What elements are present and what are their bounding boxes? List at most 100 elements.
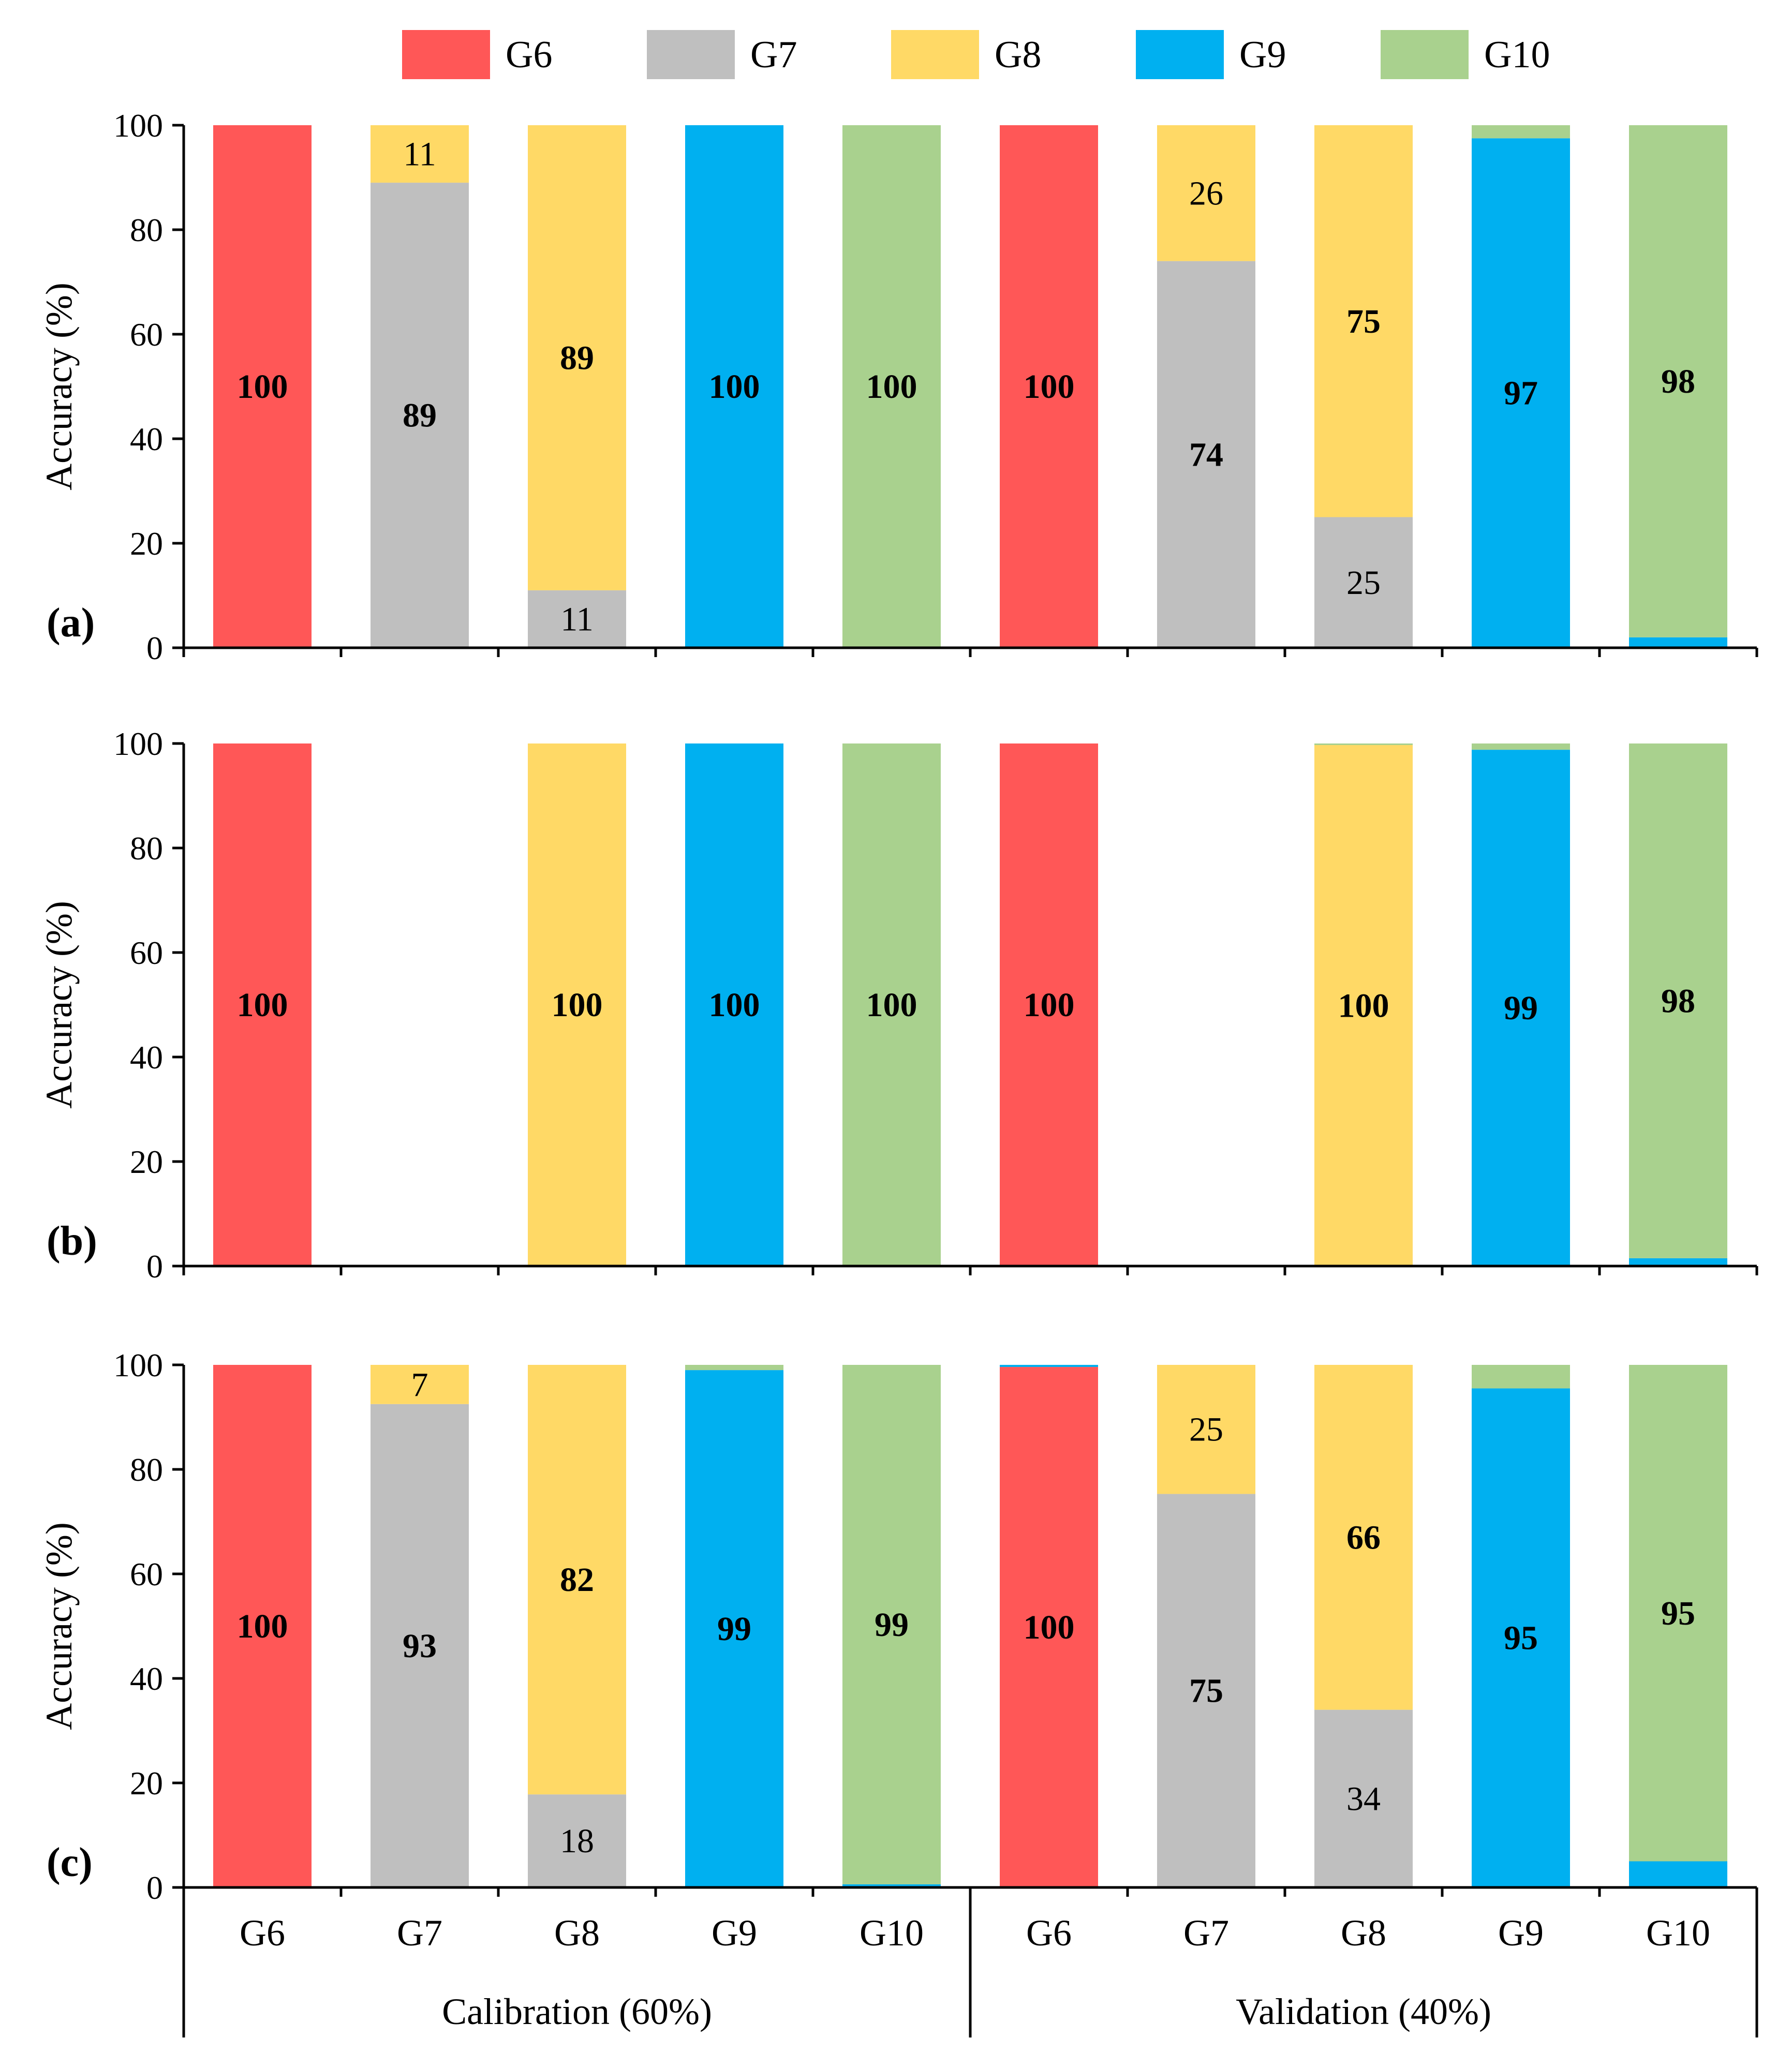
bar-segment-g10 <box>842 1365 941 1884</box>
bar-segment-g9 <box>1472 138 1570 648</box>
data-label-g8: 75 <box>1346 303 1381 340</box>
panel-b: 0 20 40 60 80 100 Accuracy (%) (b) 100 100 100 100 1… <box>38 725 1758 1285</box>
data-label-g10: 95 <box>1661 1595 1695 1632</box>
category-label-g10: G10 <box>860 1912 924 1954</box>
bar-segment-g7 <box>528 590 626 648</box>
y-tick-label: 40 <box>130 1039 163 1076</box>
data-label-g8: 100 <box>1338 987 1389 1025</box>
group-label-calibration-60: Calibration (60%) <box>442 1991 712 2032</box>
legend-label-g7: G7 <box>750 34 797 76</box>
data-label-g9: 99 <box>717 1610 751 1648</box>
category-label-g6: G6 <box>1026 1912 1072 1954</box>
data-label-g9: 99 <box>1504 989 1538 1027</box>
y-tick-label: 20 <box>130 1765 163 1802</box>
data-label-g8: 7 <box>411 1366 428 1404</box>
data-label-g6: 100 <box>237 986 288 1024</box>
y-tick-label: 100 <box>113 1347 163 1383</box>
y-tick-label: 60 <box>130 1556 163 1593</box>
legend-label-g10: G10 <box>1484 34 1550 76</box>
data-label-g9: 97 <box>1504 375 1538 412</box>
data-label-g10: 100 <box>866 368 917 406</box>
bar-segment-g9 <box>1472 1388 1570 1887</box>
data-label-g10: 98 <box>1661 363 1695 400</box>
y-tick-label: 100 <box>113 107 163 144</box>
y-tick-label: 0 <box>146 630 163 666</box>
bar-segment-g10 <box>842 125 941 648</box>
bar-segment-g8 <box>371 125 469 183</box>
y-tick-label: 80 <box>130 1451 163 1488</box>
data-label-g8: 11 <box>403 136 436 173</box>
bar-segment-g8 <box>1314 1365 1413 1710</box>
legend-label-g8: G8 <box>995 34 1041 76</box>
data-label-g7: 11 <box>560 600 594 638</box>
bar-segment-g7 <box>1314 1709 1413 1887</box>
panels: 0 20 40 60 80 100 Accuracy (%) (a) 100 89 11 11 89 10… <box>38 107 1758 1906</box>
bar-segment-g7 <box>1157 261 1255 648</box>
data-label-g10: 98 <box>1661 982 1695 1020</box>
panel-tag: (a) <box>47 600 95 646</box>
bar-segment-g10 <box>1472 743 1570 750</box>
legend-swatch-g9 <box>1136 30 1224 79</box>
data-label-g7: 93 <box>403 1627 437 1665</box>
data-label-g7: 18 <box>560 1822 594 1860</box>
bar-segment-g9 <box>842 1884 941 1887</box>
bar-segment-g8 <box>371 1365 469 1404</box>
data-label-g8: 89 <box>560 339 594 377</box>
data-label-g6: 100 <box>1024 1609 1075 1646</box>
bar-segment-g9 <box>1629 1861 1727 1887</box>
bar-segment-g9 <box>685 743 783 1266</box>
legend-label-g6: G6 <box>506 34 552 76</box>
category-axis: G6 G7 G8 G9 G10 G6 G7 G8 G9 G10 Calibration (60%) V… <box>182 1887 1758 2037</box>
y-axis-title: Accuracy (%) <box>38 1522 80 1730</box>
bar-segment-g9 <box>685 125 783 648</box>
bar-segment-g10 <box>1472 1365 1570 1389</box>
category-label-g8: G8 <box>1341 1912 1386 1954</box>
data-label-g8: 82 <box>560 1561 594 1599</box>
data-label-g7: 34 <box>1346 1780 1381 1818</box>
panel-tag: (b) <box>47 1218 97 1264</box>
data-label-g6: 100 <box>1024 368 1075 406</box>
y-tick-label: 40 <box>130 421 163 457</box>
category-label-g6: G6 <box>240 1912 285 1954</box>
y-tick-label: 60 <box>130 934 163 971</box>
bar-segment-g6 <box>1000 125 1098 648</box>
bar-segment-g9 <box>1000 1365 1098 1367</box>
data-label-g8: 100 <box>552 986 603 1024</box>
y-tick-label: 20 <box>130 1143 163 1180</box>
panel-a: 0 20 40 60 80 100 Accuracy (%) (a) 100 89 11 11 89 10… <box>38 107 1758 666</box>
bar-segment-g8 <box>1314 125 1413 517</box>
bar-segment-g6 <box>213 743 312 1266</box>
bar-segment-g9 <box>1629 1258 1727 1266</box>
data-label-g7: 89 <box>403 397 437 435</box>
legend-swatch-g6 <box>402 30 490 79</box>
panel-tag: (c) <box>47 1840 93 1885</box>
bar-segment-g6 <box>1000 1367 1098 1887</box>
bar-segment-g7 <box>371 183 469 648</box>
bar-segment-g6 <box>213 125 312 648</box>
bar-segment-g7 <box>371 1404 469 1887</box>
data-label-g10: 99 <box>875 1606 909 1644</box>
bar-segment-g6 <box>213 1365 312 1887</box>
data-label-g6: 100 <box>237 1608 288 1645</box>
data-label-g6: 100 <box>1024 986 1075 1024</box>
y-axis-title: Accuracy (%) <box>38 901 80 1109</box>
panel-c: 0 20 40 60 80 100 Accuracy (%) (c) 100 93 7 18 82 99 9… <box>38 1347 1758 1906</box>
data-label-g9: 100 <box>709 368 760 406</box>
legend-swatch-g8 <box>891 30 979 79</box>
bar-segment-g9 <box>685 1370 783 1887</box>
bar-segment-g9 <box>1472 750 1570 1266</box>
bar-segment-g8 <box>528 1365 626 1795</box>
bar-segment-g8 <box>1157 125 1255 261</box>
data-label-g8: 26 <box>1189 174 1223 212</box>
data-label-g7: 25 <box>1346 564 1381 602</box>
data-label-g9: 100 <box>709 986 760 1024</box>
legend: G6 G7 G8 G9 G10 <box>402 30 1550 79</box>
legend-label-g9: G9 <box>1239 34 1286 76</box>
y-tick-label: 0 <box>146 1869 163 1906</box>
data-label-g7: 75 <box>1189 1672 1223 1710</box>
bar-segment-g7 <box>1314 517 1413 648</box>
data-label-g7: 74 <box>1189 436 1223 473</box>
category-label-g10: G10 <box>1646 1912 1710 1954</box>
data-label-g9: 95 <box>1504 1619 1538 1657</box>
